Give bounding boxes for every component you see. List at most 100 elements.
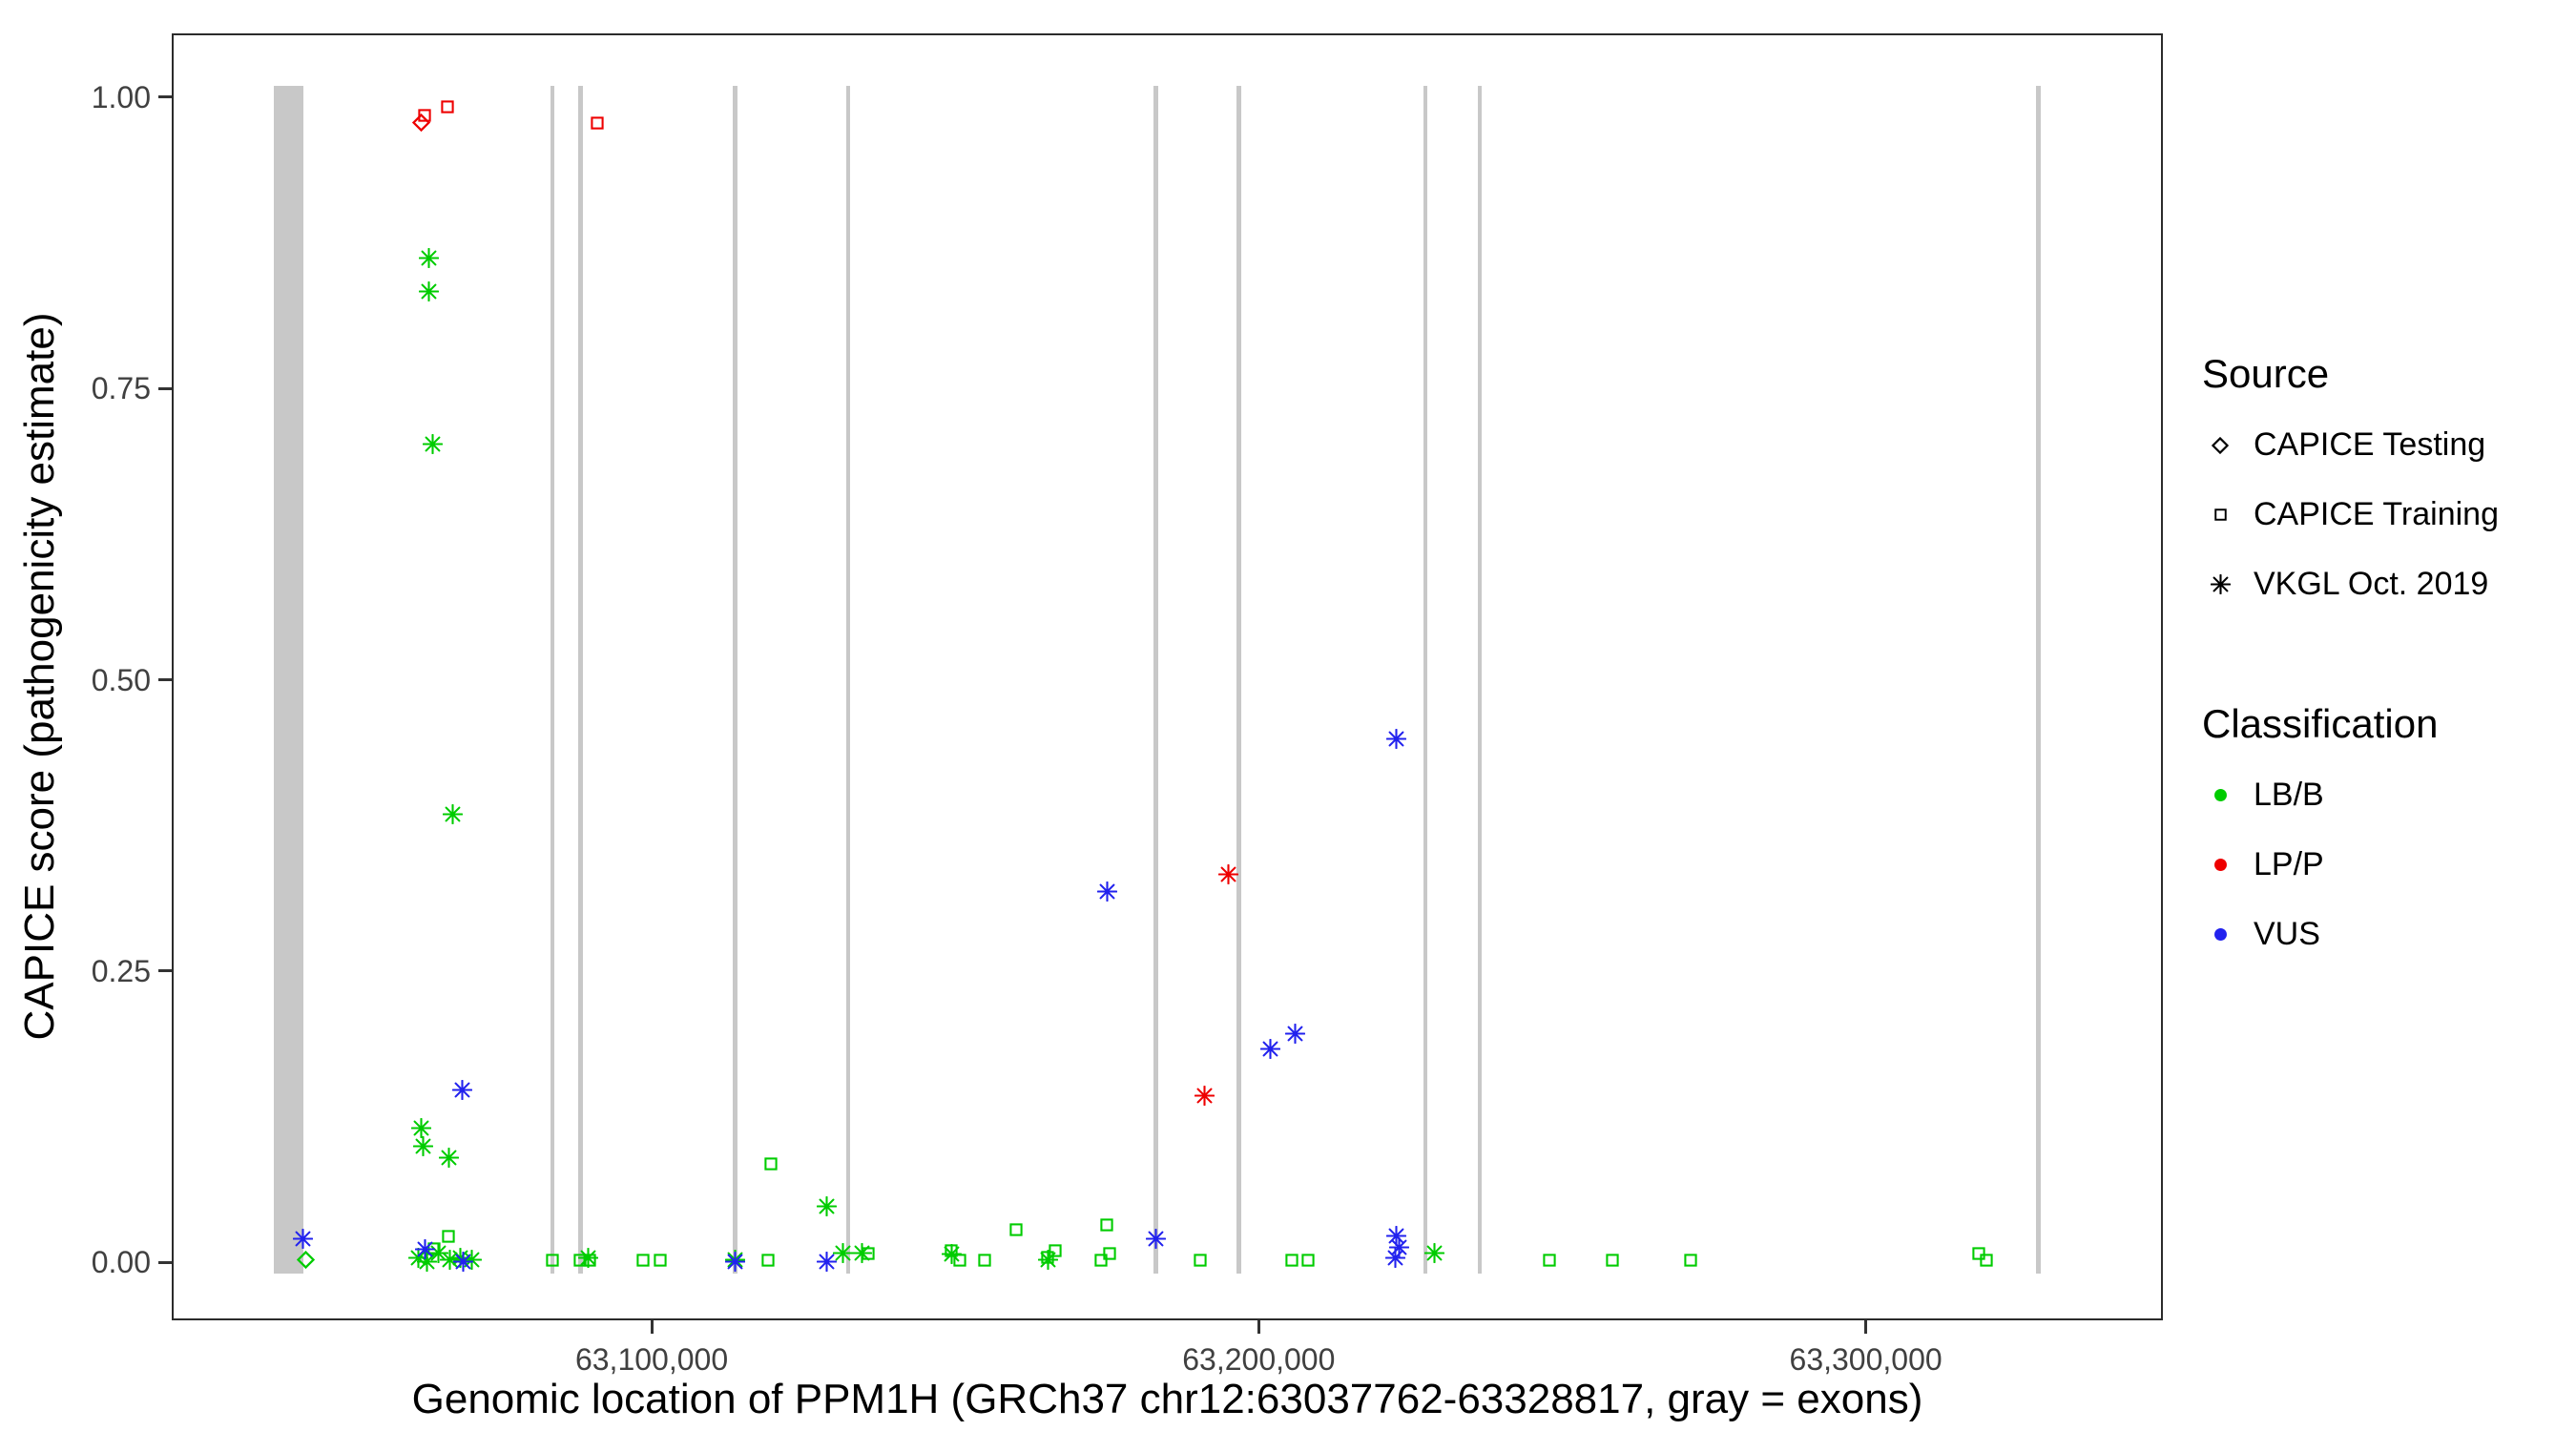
data-point xyxy=(419,247,440,268)
data-point xyxy=(1038,1250,1059,1271)
legend-item-label: VUS xyxy=(2254,916,2320,952)
circle-icon xyxy=(2202,857,2238,873)
legend-item-label: CAPICE Training xyxy=(2254,496,2499,532)
data-point xyxy=(1284,1024,1305,1045)
data-point xyxy=(419,281,440,302)
data-point xyxy=(1093,1253,1109,1268)
data-point xyxy=(442,803,463,824)
legend-gap xyxy=(2202,619,2574,701)
data-point xyxy=(1218,864,1238,885)
data-point xyxy=(851,1243,872,1264)
data-point xyxy=(452,1080,473,1101)
data-point xyxy=(422,434,443,455)
legend-classification-items: LB/B LP/P VUS xyxy=(2202,760,2574,969)
data-point xyxy=(1979,1253,1994,1268)
legend-classification-title: Classification xyxy=(2202,701,2439,746)
exon-bar xyxy=(550,85,555,1275)
data-point xyxy=(439,1147,460,1168)
data-point xyxy=(1097,881,1118,902)
x-axis-tick xyxy=(1864,1320,1868,1334)
exon-bar xyxy=(1478,85,1483,1275)
data-point xyxy=(653,1253,668,1268)
exon-bar xyxy=(578,85,583,1275)
exon-bar xyxy=(845,85,851,1275)
data-point xyxy=(410,1118,431,1139)
data-point xyxy=(1259,1039,1280,1060)
exon-bar xyxy=(1236,85,1241,1275)
x-axis-tick-label: 63,100,000 xyxy=(574,1342,729,1377)
exon-bar xyxy=(2035,85,2041,1275)
data-point xyxy=(977,1253,992,1268)
data-point xyxy=(578,1247,599,1268)
plot-panel xyxy=(172,33,2163,1320)
data-point xyxy=(417,1251,438,1272)
data-point xyxy=(1971,1246,1986,1261)
x-axis-title: Genomic location of PPM1H (GRCh37 chr12:… xyxy=(411,1376,1923,1422)
data-point xyxy=(760,1253,776,1268)
data-point xyxy=(763,1156,779,1172)
y-axis-tick xyxy=(158,1260,172,1264)
data-point xyxy=(832,1243,853,1264)
legend-item-lp-p: LP/P xyxy=(2202,830,2574,900)
y-axis-tick xyxy=(158,678,172,682)
circle-icon xyxy=(2202,926,2238,943)
legend-item-label: VKGL Oct. 2019 xyxy=(2254,566,2489,602)
data-point xyxy=(1683,1253,1698,1268)
data-point xyxy=(440,99,455,114)
data-point xyxy=(816,1196,837,1217)
data-point xyxy=(1284,1253,1299,1268)
data-point xyxy=(296,1251,315,1270)
data-point xyxy=(1386,729,1407,750)
x-axis-tick-label: 63,200,000 xyxy=(1182,1342,1336,1377)
data-point xyxy=(635,1253,651,1268)
y-axis-tick xyxy=(158,386,172,390)
legend-item-capice-training: CAPICE Training xyxy=(2202,480,2574,550)
data-point xyxy=(453,1251,474,1272)
legend-item-label: LB/B xyxy=(2254,777,2324,813)
legend-item-vkgl-oct-2019: VKGL Oct. 2019 xyxy=(2202,550,2574,619)
data-point xyxy=(1193,1253,1208,1268)
exon-bar xyxy=(1153,85,1158,1275)
data-point xyxy=(415,1239,436,1260)
legend-item-capice-testing: CAPICE Testing xyxy=(2202,410,2574,480)
square-icon xyxy=(2202,508,2238,522)
y-axis-tick-label: 0.75 xyxy=(91,371,151,406)
data-point xyxy=(816,1251,837,1272)
data-point xyxy=(941,1244,962,1265)
data-point xyxy=(1145,1229,1166,1250)
data-point xyxy=(1102,1246,1117,1261)
exon-bar xyxy=(733,85,737,1275)
x-axis-tick-label: 63,300,000 xyxy=(1789,1342,1942,1377)
legend-item-vus: VUS xyxy=(2202,900,2574,969)
data-point xyxy=(1423,1243,1444,1264)
y-axis-tick-label: 1.00 xyxy=(91,79,151,114)
data-point xyxy=(1300,1253,1316,1268)
asterisk-icon xyxy=(2202,574,2238,594)
y-axis-tick-label: 0.25 xyxy=(91,953,151,988)
legend-item-lb-b: LB/B xyxy=(2202,760,2574,830)
y-axis-tick-label: 0.00 xyxy=(91,1245,151,1280)
legend-source-title: Source xyxy=(2202,351,2330,396)
x-axis-tick xyxy=(1257,1320,1260,1334)
data-point xyxy=(724,1251,745,1272)
data-point xyxy=(417,108,432,123)
data-point xyxy=(1542,1253,1557,1268)
data-point xyxy=(292,1229,313,1250)
y-axis-tick xyxy=(158,95,172,99)
data-point xyxy=(413,1135,434,1156)
data-point xyxy=(1194,1086,1215,1107)
legend-item-label: LP/P xyxy=(2254,846,2324,882)
y-axis-tick xyxy=(158,969,172,973)
data-point xyxy=(1605,1253,1620,1268)
exon-bar xyxy=(274,85,303,1275)
legend-source-items: CAPICE Testing CAPICE Training VKGL Oct. … xyxy=(2202,410,2574,619)
data-point xyxy=(1384,1247,1405,1268)
data-point xyxy=(1099,1217,1114,1233)
legend: Source CAPICE Testing CAPICE Training VKG… xyxy=(2202,351,2574,969)
exon-bar xyxy=(1423,85,1428,1275)
data-point xyxy=(545,1253,560,1268)
legend-item-label: CAPICE Testing xyxy=(2254,426,2486,463)
data-point xyxy=(1048,1243,1063,1258)
y-axis-tick-label: 0.50 xyxy=(91,662,151,697)
